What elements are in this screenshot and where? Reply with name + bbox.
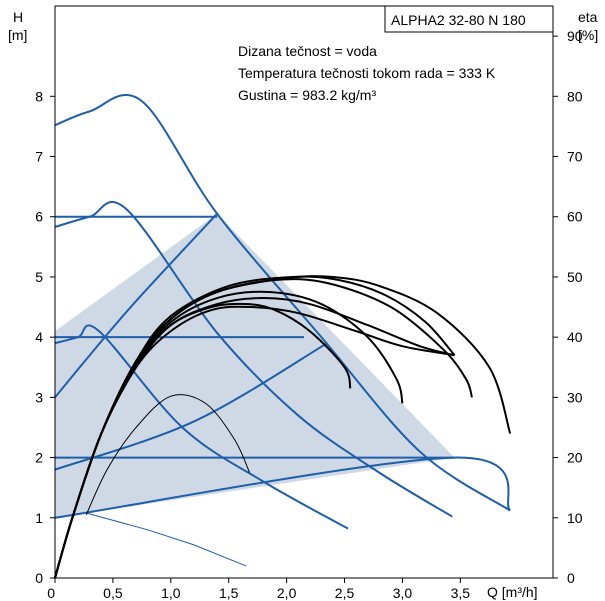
y-right-tick-label: 0 [567, 570, 575, 586]
y-right-tick-label: 50 [567, 269, 583, 285]
x-tick-label: 0,5 [103, 585, 123, 601]
plot-frame [54, 5, 554, 579]
pump-curve [54, 94, 511, 512]
min-pump-curve [86, 512, 247, 567]
y-left-tick-label: 3 [35, 389, 43, 405]
y-left-tick-label: 2 [35, 450, 43, 466]
y-right-tick-label: 20 [567, 450, 583, 466]
min-efficiency-curve [85, 394, 251, 515]
y-left-tick-label: 8 [35, 88, 43, 104]
y-left-tick-label: 1 [35, 510, 43, 526]
y-left-axis-unit: [m] [8, 27, 27, 43]
x-tick-label: 1,5 [219, 585, 239, 601]
efficiency-curves-layer [54, 275, 512, 579]
x-tick-label: 2,0 [277, 585, 297, 601]
pump-curve [54, 456, 512, 519]
y-right-tick-label: 70 [567, 149, 583, 165]
y-right-tick-label: 90 [567, 28, 583, 44]
y-left-tick-label: 4 [35, 329, 43, 345]
tick-marks-layer [50, 35, 558, 583]
operating-region [55, 213, 455, 518]
y-left-tick-label: 6 [35, 209, 43, 225]
y-left-tick-label: 0 [35, 570, 43, 586]
x-axis-title: Q [m³/h] [487, 584, 538, 600]
pump-curve [54, 201, 453, 518]
operating-region-layer [55, 213, 455, 518]
y-right-tick-label: 80 [567, 88, 583, 104]
y-left-axis-title: H [13, 9, 23, 25]
x-tick-label: 0 [47, 585, 55, 601]
y-right-tick-label: 40 [567, 329, 583, 345]
y-left-tick-label: 7 [35, 149, 43, 165]
info-line-density: Gustina = 983.2 kg/m³ [238, 87, 376, 103]
x-tick-label: 3,0 [393, 585, 413, 601]
y-right-tick-label: 60 [567, 209, 583, 225]
y-left-tick-label: 5 [35, 269, 43, 285]
info-line-fluid: Dizana tečnost = voda [238, 43, 377, 59]
x-tick-label: 2,5 [335, 585, 355, 601]
pump-curve [54, 324, 349, 530]
y-right-tick-label: 30 [567, 389, 583, 405]
y-right-axis-unit: [%] [578, 27, 598, 43]
efficiency-curve [54, 275, 456, 579]
y-right-axis-title: eta [578, 9, 598, 25]
y-right-tick-label: 10 [567, 510, 583, 526]
pump-curves-layer [54, 94, 512, 567]
model-label-box [384, 5, 554, 33]
pump-curve [54, 342, 328, 471]
x-tick-label: 3,5 [451, 585, 471, 601]
x-tick-label: 1,0 [161, 585, 181, 601]
info-line-temperature: Temperatura tečnosti tokom rada = 333 K [238, 65, 496, 81]
model-label: ALPHA2 32-80 N 180 [391, 12, 526, 28]
pump-curve [54, 213, 218, 399]
